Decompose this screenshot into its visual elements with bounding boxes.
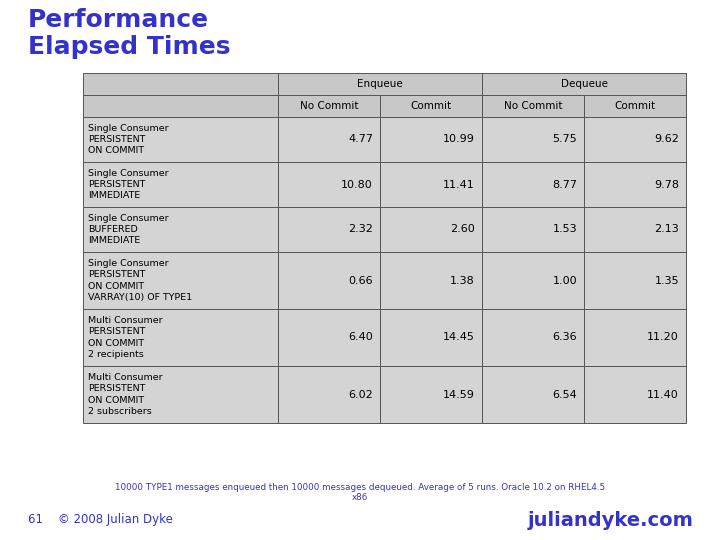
Bar [83, 366, 278, 423]
Text: 8.77: 8.77 [552, 179, 577, 190]
Text: 6.02: 6.02 [348, 389, 373, 400]
Text: 10.80: 10.80 [341, 179, 373, 190]
Text: 2.13: 2.13 [654, 225, 679, 234]
Text: Dequeue: Dequeue [560, 79, 608, 89]
Text: Multi Consumer
PERSISTENT
ON COMMIT
2 subscribers: Multi Consumer PERSISTENT ON COMMIT 2 su… [88, 373, 163, 416]
Text: 11.41: 11.41 [444, 179, 475, 190]
Text: Single Consumer
PERSISTENT
IMMEDIATE: Single Consumer PERSISTENT IMMEDIATE [88, 169, 168, 200]
Text: Single Consumer
BUFFERED
IMMEDIATE: Single Consumer BUFFERED IMMEDIATE [88, 214, 168, 245]
Bar [584, 162, 686, 207]
Bar [482, 162, 584, 207]
Bar [83, 162, 278, 207]
Text: juliandyke.com: juliandyke.com [528, 510, 694, 530]
Bar [83, 73, 278, 95]
Bar [278, 309, 380, 366]
Bar [482, 117, 584, 162]
Bar [83, 252, 278, 309]
Text: Commit: Commit [410, 101, 451, 111]
Text: 2.60: 2.60 [450, 225, 475, 234]
Text: 1.38: 1.38 [450, 275, 475, 286]
Text: 9.78: 9.78 [654, 179, 679, 190]
Text: 6.54: 6.54 [552, 389, 577, 400]
Bar [278, 366, 380, 423]
Text: 1.53: 1.53 [552, 225, 577, 234]
Text: No Commit: No Commit [300, 101, 359, 111]
Text: 2.32: 2.32 [348, 225, 373, 234]
Bar [83, 309, 278, 366]
Bar [278, 95, 380, 117]
Bar [83, 117, 278, 162]
Bar [482, 73, 686, 95]
Text: Single Consumer
PERSISTENT
ON COMMIT: Single Consumer PERSISTENT ON COMMIT [88, 124, 168, 155]
Text: 11.40: 11.40 [647, 389, 679, 400]
Text: 10.99: 10.99 [443, 134, 475, 145]
Bar [584, 252, 686, 309]
Text: x86: x86 [352, 492, 368, 502]
Bar [278, 162, 380, 207]
Bar [380, 162, 482, 207]
Text: 61    © 2008 Julian Dyke: 61 © 2008 Julian Dyke [28, 514, 173, 526]
Text: 6.40: 6.40 [348, 333, 373, 342]
Bar [380, 207, 482, 252]
Bar [380, 95, 482, 117]
Bar [278, 207, 380, 252]
Text: 1.00: 1.00 [552, 275, 577, 286]
Text: Commit: Commit [614, 101, 656, 111]
Text: 9.62: 9.62 [654, 134, 679, 145]
Bar [482, 207, 584, 252]
Bar [482, 95, 584, 117]
Text: 10000 TYPE1 messages enqueued then 10000 messages dequeued. Average of 5 runs. O: 10000 TYPE1 messages enqueued then 10000… [115, 483, 605, 492]
Text: 4.77: 4.77 [348, 134, 373, 145]
Text: Performance: Performance [28, 8, 209, 32]
Bar [584, 366, 686, 423]
Text: Enqueue: Enqueue [357, 79, 403, 89]
Text: 0.66: 0.66 [348, 275, 373, 286]
Bar [278, 73, 482, 95]
Bar [83, 207, 278, 252]
Text: 5.75: 5.75 [552, 134, 577, 145]
Bar [278, 117, 380, 162]
Bar [83, 95, 278, 117]
Bar [584, 207, 686, 252]
Bar [482, 309, 584, 366]
Bar [380, 252, 482, 309]
Text: 14.45: 14.45 [443, 333, 475, 342]
Text: 14.59: 14.59 [443, 389, 475, 400]
Bar [380, 366, 482, 423]
Text: Multi Consumer
PERSISTENT
ON COMMIT
2 recipients: Multi Consumer PERSISTENT ON COMMIT 2 re… [88, 316, 163, 359]
Text: 11.20: 11.20 [647, 333, 679, 342]
Bar [482, 252, 584, 309]
Bar [380, 117, 482, 162]
Text: 6.36: 6.36 [552, 333, 577, 342]
Bar [584, 117, 686, 162]
Bar [278, 252, 380, 309]
Text: No Commit: No Commit [504, 101, 562, 111]
Bar [380, 309, 482, 366]
Text: Single Consumer
PERSISTENT
ON COMMIT
VARRAY(10) OF TYPE1: Single Consumer PERSISTENT ON COMMIT VAR… [88, 259, 192, 302]
Bar [584, 309, 686, 366]
Text: 1.35: 1.35 [654, 275, 679, 286]
Bar [482, 366, 584, 423]
Text: Elapsed Times: Elapsed Times [28, 35, 230, 59]
Bar [584, 95, 686, 117]
